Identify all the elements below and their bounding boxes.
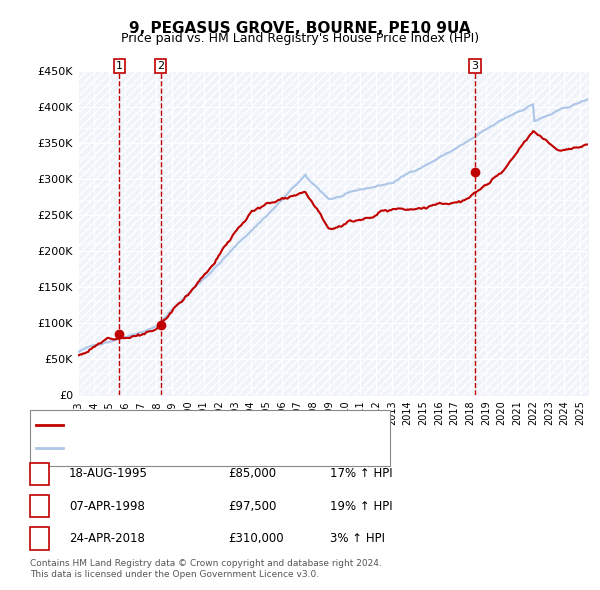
- Text: 2: 2: [35, 500, 44, 513]
- Text: £97,500: £97,500: [228, 500, 277, 513]
- Text: 19% ↑ HPI: 19% ↑ HPI: [330, 500, 392, 513]
- Text: 3% ↑ HPI: 3% ↑ HPI: [330, 532, 385, 545]
- Text: 1: 1: [35, 467, 44, 480]
- Text: 2: 2: [157, 61, 164, 71]
- Text: Contains HM Land Registry data © Crown copyright and database right 2024.: Contains HM Land Registry data © Crown c…: [30, 559, 382, 568]
- Text: HPI: Average price, detached house, South Kesteven: HPI: Average price, detached house, Sout…: [69, 444, 343, 453]
- Text: £85,000: £85,000: [228, 467, 276, 480]
- Text: 18-AUG-1995: 18-AUG-1995: [69, 467, 148, 480]
- Text: 3: 3: [35, 532, 44, 545]
- Text: 3: 3: [472, 61, 479, 71]
- Text: This data is licensed under the Open Government Licence v3.0.: This data is licensed under the Open Gov…: [30, 571, 319, 579]
- Text: 9, PEGASUS GROVE, BOURNE, PE10 9UA (detached house): 9, PEGASUS GROVE, BOURNE, PE10 9UA (deta…: [69, 420, 374, 430]
- Text: 1: 1: [116, 61, 123, 71]
- Text: 9, PEGASUS GROVE, BOURNE, PE10 9UA: 9, PEGASUS GROVE, BOURNE, PE10 9UA: [129, 21, 471, 35]
- Text: 07-APR-1998: 07-APR-1998: [69, 500, 145, 513]
- Text: Price paid vs. HM Land Registry's House Price Index (HPI): Price paid vs. HM Land Registry's House …: [121, 32, 479, 45]
- Text: £310,000: £310,000: [228, 532, 284, 545]
- Text: 24-APR-2018: 24-APR-2018: [69, 532, 145, 545]
- Text: 17% ↑ HPI: 17% ↑ HPI: [330, 467, 392, 480]
